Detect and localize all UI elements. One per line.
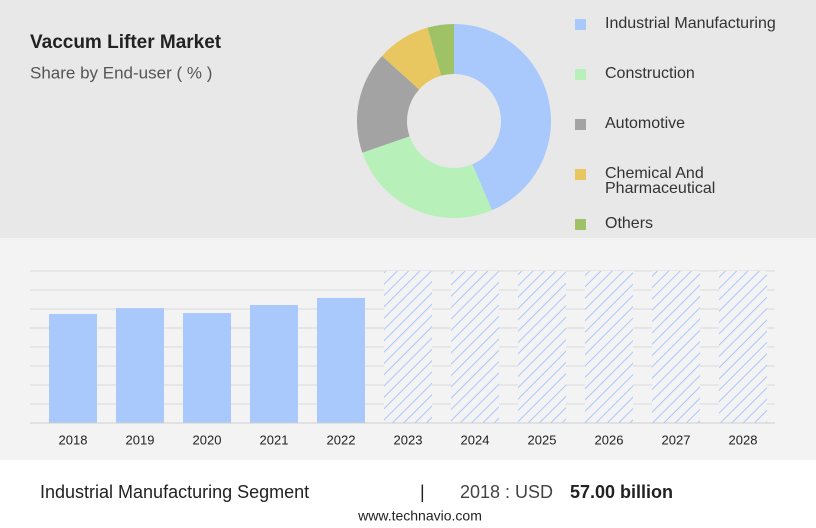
x-tick-label: 2024 — [461, 432, 490, 447]
legend-item: Automotive — [570, 115, 800, 132]
legend-item: Industrial Manufacturing — [570, 15, 800, 32]
legend-item: Chemical And Pharmaceutical — [570, 165, 800, 197]
x-tick-label: 2028 — [729, 432, 758, 447]
x-tick-label: 2026 — [595, 432, 624, 447]
forecast-bar — [585, 271, 633, 423]
forecast-bar — [384, 271, 432, 423]
legend-swatch — [575, 19, 586, 30]
bar — [49, 314, 97, 423]
forecast-bar — [451, 271, 499, 423]
x-tick-label: 2022 — [327, 432, 356, 447]
forecast-bar — [518, 271, 566, 423]
bar — [317, 297, 365, 423]
forecast-bar — [652, 271, 700, 423]
x-tick-label: 2027 — [662, 432, 691, 447]
bar — [250, 305, 298, 423]
donut-segment — [382, 27, 442, 90]
legend-swatch — [575, 119, 586, 130]
legend-label: Chemical And Pharmaceutical — [605, 165, 716, 197]
legend-swatch — [575, 69, 586, 80]
footer-value: 57.00 billion — [570, 482, 673, 502]
x-tick-label: 2023 — [394, 432, 423, 447]
x-tick-label: 2025 — [528, 432, 557, 447]
donut-segment — [362, 136, 492, 218]
footer-segment: Industrial Manufacturing Segment — [40, 482, 309, 502]
legend-swatch — [575, 169, 586, 180]
chart-subtitle: Share by End-user ( % ) — [30, 63, 212, 82]
chart-title: Vaccum Lifter Market — [30, 32, 222, 53]
website: www.technavio.com — [357, 508, 482, 524]
x-tick-label: 2021 — [260, 432, 289, 447]
x-tick-label: 2019 — [126, 432, 155, 447]
bar — [183, 313, 231, 423]
forecast-bar — [719, 271, 767, 423]
legend-swatch — [575, 219, 586, 230]
legend-item: Construction — [570, 65, 800, 82]
x-tick-label: 2020 — [193, 432, 222, 447]
legend-label: Construction — [605, 65, 695, 82]
footer-period: 2018 : USD — [460, 482, 553, 502]
legend-label: Others — [605, 215, 654, 232]
legend-label: Industrial Manufacturing — [605, 15, 776, 32]
donut-segment — [427, 24, 454, 76]
legend-item: Others — [570, 215, 800, 232]
donut-segment — [454, 24, 551, 211]
footer-separator: | — [420, 482, 425, 502]
x-tick-label: 2018 — [59, 432, 88, 447]
legend-label: Automotive — [605, 115, 686, 132]
bar — [116, 308, 164, 423]
donut-segment — [356, 55, 420, 153]
